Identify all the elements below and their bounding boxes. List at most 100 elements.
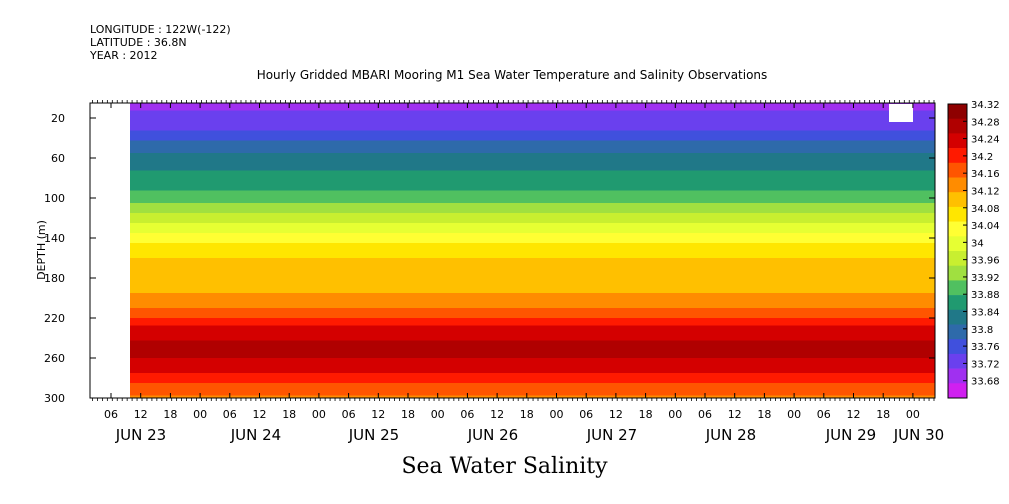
salinity-band xyxy=(130,313,935,317)
salinity-band xyxy=(130,240,935,244)
y-tick-label: 260 xyxy=(44,352,65,365)
colorbar-swatch xyxy=(948,383,967,399)
x-tick-label: 00 xyxy=(906,408,920,421)
salinity-band xyxy=(130,190,935,194)
salinity-band xyxy=(130,290,935,294)
colorbar-swatch xyxy=(948,280,967,296)
salinity-band xyxy=(130,218,935,222)
salinity-band xyxy=(130,265,935,269)
x-tick-label: 12 xyxy=(490,408,504,421)
colorbar-swatch xyxy=(948,221,967,237)
salinity-band xyxy=(130,250,935,254)
salinity-band xyxy=(130,230,935,234)
salinity-band xyxy=(130,115,935,119)
salinity-band xyxy=(130,373,935,377)
x-tick-label: 18 xyxy=(876,408,890,421)
salinity-band xyxy=(130,315,935,319)
chart-title: Hourly Gridded MBARI Mooring M1 Sea Wate… xyxy=(256,68,768,82)
colorbar-label: 33.76 xyxy=(971,342,1000,353)
colorbar-label: 33.96 xyxy=(971,256,1000,267)
colorbar-label: 34.32 xyxy=(971,100,1000,111)
salinity-band xyxy=(130,155,935,159)
salinity-band xyxy=(130,390,935,394)
salinity-band xyxy=(130,180,935,184)
salinity-band xyxy=(130,188,935,192)
colorbar-label: 34.08 xyxy=(971,204,1000,215)
x-tick-label: 00 xyxy=(550,408,564,421)
salinity-band xyxy=(130,288,935,292)
salinity-band xyxy=(130,255,935,259)
x-date-label: JUN 26 xyxy=(467,426,518,444)
salinity-band xyxy=(130,335,935,339)
y-axis: 20 60 100 140 180 220 260 300 xyxy=(44,112,935,405)
x-tick-label: 06 xyxy=(223,408,237,421)
colorbar-swatch xyxy=(948,192,967,208)
y-tick-label: 20 xyxy=(51,112,65,125)
year-label: YEAR : 2012 xyxy=(90,49,158,62)
salinity-band xyxy=(130,108,935,112)
colorbar-label: 34.12 xyxy=(971,186,1000,197)
colorbar-swatch xyxy=(948,104,967,119)
salinity-band xyxy=(130,303,935,307)
colorbar-swatch xyxy=(948,206,967,222)
y-tick-label: 180 xyxy=(44,272,65,285)
y-tick-label: 300 xyxy=(44,392,65,405)
colorbar-label: 33.92 xyxy=(971,273,1000,284)
salinity-band xyxy=(130,148,935,152)
salinity-band xyxy=(130,333,935,337)
salinity-band xyxy=(130,105,935,109)
salinity-band xyxy=(130,220,935,224)
salinity-band xyxy=(130,375,935,379)
salinity-band xyxy=(130,268,935,272)
salinity-band xyxy=(130,388,935,392)
salinity-band xyxy=(130,293,935,297)
salinity-band xyxy=(130,150,935,154)
salinity-band xyxy=(130,170,935,174)
salinity-band xyxy=(130,158,935,162)
salinity-band xyxy=(130,318,935,322)
salinity-band xyxy=(130,130,935,134)
salinity-band xyxy=(130,278,935,282)
salinity-band xyxy=(130,363,935,367)
salinity-band xyxy=(130,143,935,147)
x-tick-label: 00 xyxy=(668,408,682,421)
colorbar-label: 34.24 xyxy=(971,135,1000,146)
colorbar-swatch xyxy=(948,177,967,193)
x-tick-label: 06 xyxy=(342,408,356,421)
salinity-band xyxy=(130,235,935,239)
colorbar-label: 33.8 xyxy=(971,325,993,336)
salinity-band xyxy=(130,243,935,247)
y-axis-label: DEPTH (m) xyxy=(35,220,48,280)
colorbar-label: 33.88 xyxy=(971,290,1000,301)
salinity-band xyxy=(130,365,935,369)
salinity-band xyxy=(130,153,935,157)
x-tick-label: 00 xyxy=(312,408,326,421)
salinity-band xyxy=(130,120,935,124)
salinity-band xyxy=(130,305,935,309)
colorbar-swatch xyxy=(948,148,967,164)
salinity-band xyxy=(130,300,935,304)
salinity-band xyxy=(130,185,935,189)
salinity-band xyxy=(130,163,935,167)
salinity-band xyxy=(130,128,935,132)
salinity-band xyxy=(130,233,935,237)
salinity-band xyxy=(130,200,935,204)
salinity-band xyxy=(130,225,935,229)
salinity-band xyxy=(130,123,935,127)
salinity-band xyxy=(130,358,935,362)
salinity-band xyxy=(130,338,935,342)
colorbar-label: 34.04 xyxy=(971,221,1000,232)
salinity-band xyxy=(130,213,935,217)
salinity-band xyxy=(130,168,935,172)
salinity-band xyxy=(130,308,935,312)
salinity-band xyxy=(130,360,935,364)
salinity-band xyxy=(130,178,935,182)
salinity-band xyxy=(130,193,935,197)
salinity-band xyxy=(130,323,935,327)
x-tick-label: 18 xyxy=(520,408,534,421)
x-tick-label: 12 xyxy=(371,408,385,421)
salinity-band xyxy=(130,208,935,212)
salinity-band xyxy=(130,263,935,267)
salinity-band xyxy=(130,330,935,334)
colorbar-swatch xyxy=(948,339,967,355)
